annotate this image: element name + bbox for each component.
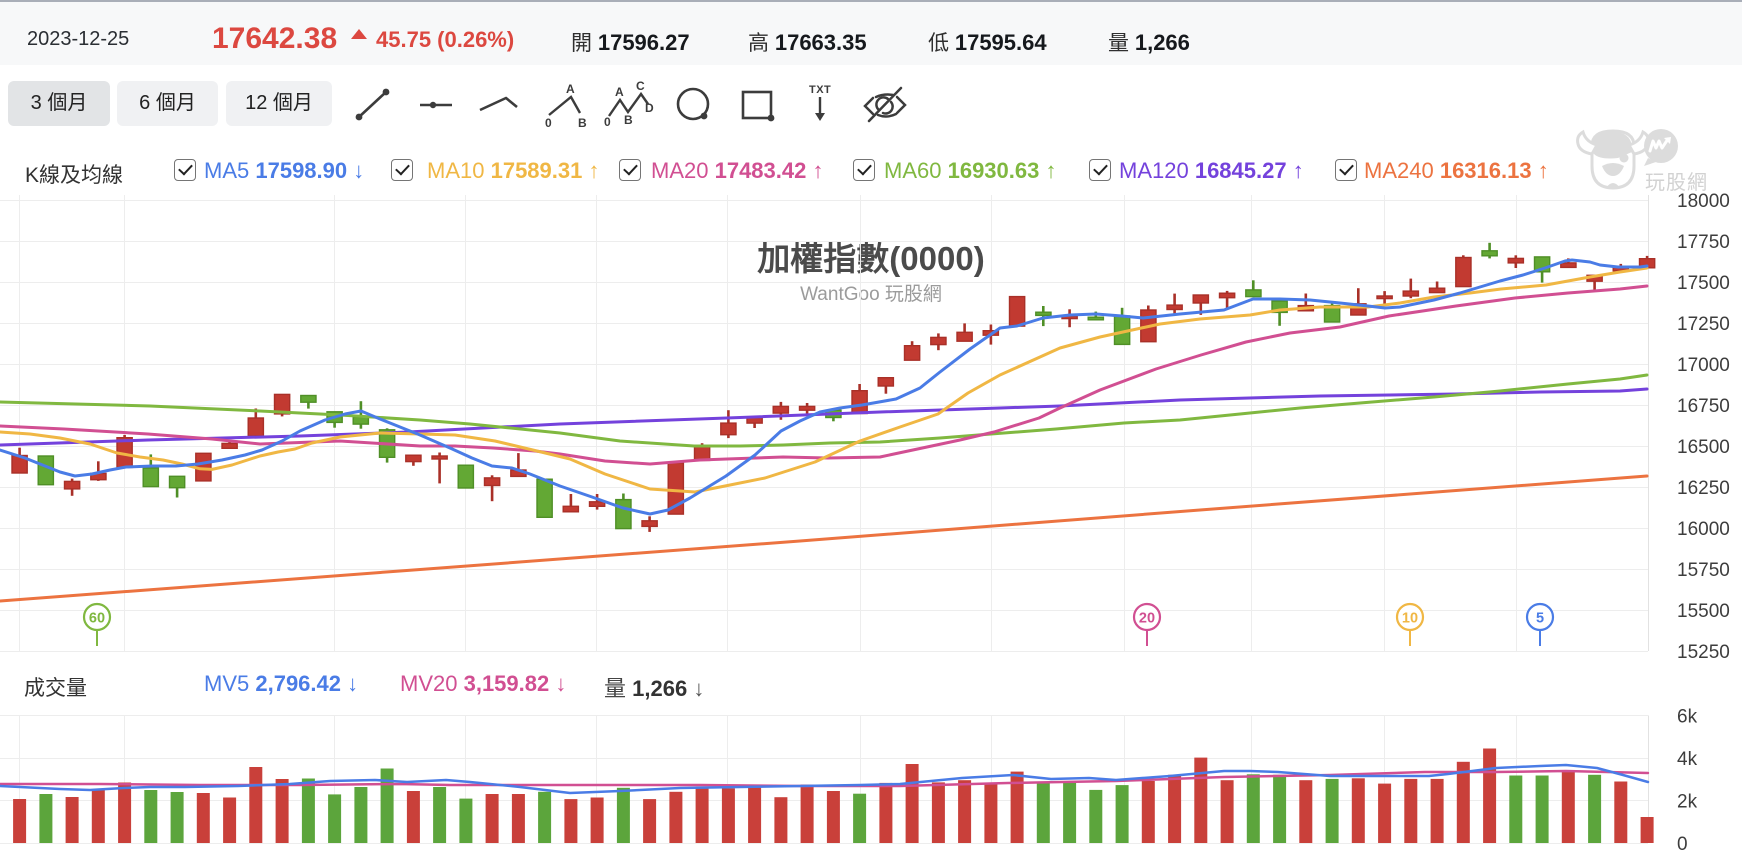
svg-text:15750: 15750 xyxy=(1677,560,1730,581)
svg-text:20: 20 xyxy=(1139,611,1155,627)
svg-text:18000: 18000 xyxy=(1677,191,1730,212)
svg-text:16250: 16250 xyxy=(1677,478,1730,499)
svg-text:TXT: TXT xyxy=(809,84,831,96)
svg-text:17500: 17500 xyxy=(1677,273,1730,294)
svg-text:10: 10 xyxy=(1402,611,1418,627)
svg-text:0: 0 xyxy=(604,115,611,129)
svg-text:16000: 16000 xyxy=(1677,519,1730,540)
svg-text:2k: 2k xyxy=(1677,792,1698,813)
svg-text:D: D xyxy=(645,101,654,115)
svg-text:17750: 17750 xyxy=(1677,232,1730,253)
svg-text:0: 0 xyxy=(1677,834,1688,850)
svg-text:15250: 15250 xyxy=(1677,642,1730,663)
svg-text:5: 5 xyxy=(1536,611,1544,627)
svg-text:16500: 16500 xyxy=(1677,437,1730,458)
svg-text:17000: 17000 xyxy=(1677,355,1730,376)
svg-text:A: A xyxy=(615,85,624,99)
svg-text:A: A xyxy=(566,82,575,96)
svg-text:B: B xyxy=(624,113,633,127)
svg-text:C: C xyxy=(636,79,645,93)
svg-text:B: B xyxy=(578,116,587,130)
svg-text:4k: 4k xyxy=(1677,749,1698,770)
svg-text:17250: 17250 xyxy=(1677,314,1730,335)
svg-text:15500: 15500 xyxy=(1677,601,1730,622)
svg-text:0: 0 xyxy=(545,116,552,130)
svg-text:6k: 6k xyxy=(1677,707,1698,728)
svg-text:60: 60 xyxy=(89,611,105,627)
svg-text:16750: 16750 xyxy=(1677,396,1730,417)
